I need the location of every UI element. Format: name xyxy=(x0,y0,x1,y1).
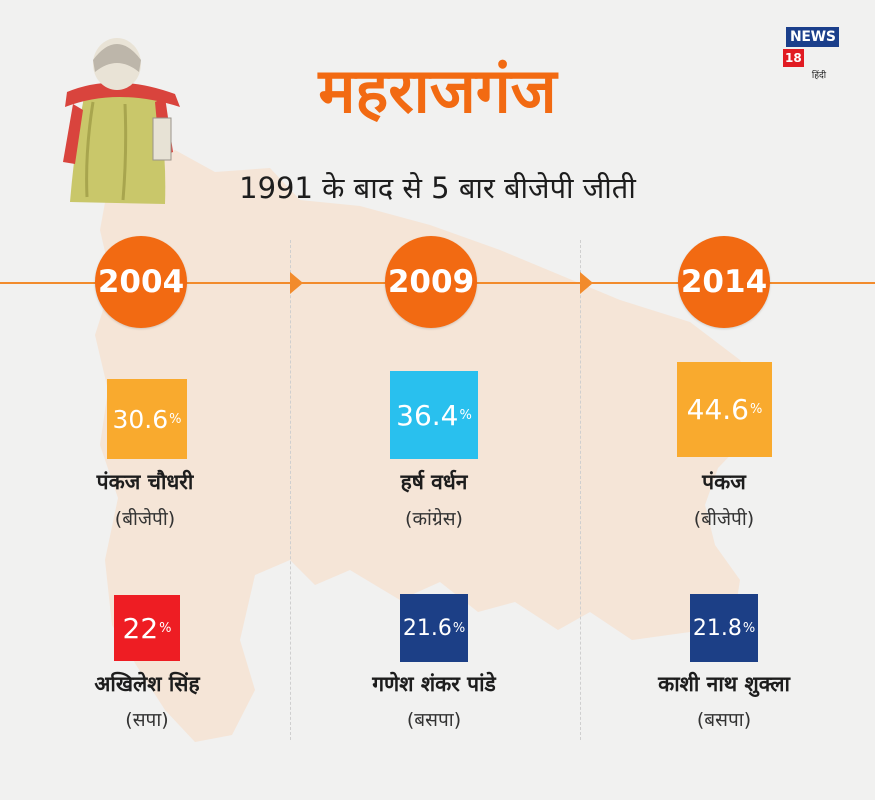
runner-up-party: (बसपा) xyxy=(696,709,752,731)
percent-sign: % xyxy=(159,620,172,636)
vote-share-box: 44.6% xyxy=(677,362,772,457)
runner-up-name: गणेश शंकर पांडे xyxy=(372,672,496,696)
vote-share-box: 21.8% xyxy=(690,594,758,662)
runner-up-party: (बसपा) xyxy=(406,709,462,731)
percent-sign: % xyxy=(452,620,466,636)
timeline-arrow-icon xyxy=(580,272,593,294)
vote-share-box: 30.6% xyxy=(107,379,187,459)
logo-subtitle: हिंदी xyxy=(811,71,827,81)
winner-name: पंकज चौधरी xyxy=(96,470,194,494)
year-badge-2004: 2004 xyxy=(95,236,187,328)
logo-number: 18 xyxy=(783,49,804,67)
year-badge-2009: 2009 xyxy=(385,236,477,328)
vote-share-value: 22 xyxy=(122,611,159,645)
subtitle: 1991 के बाद से 5 बार बीजेपी जीती xyxy=(239,171,636,205)
percent-sign: % xyxy=(742,620,756,636)
vote-share-value: 44.6 xyxy=(686,393,749,426)
runner-up-name: अखिलेश सिंह xyxy=(94,672,200,696)
column-divider xyxy=(290,240,291,740)
percent-sign: % xyxy=(459,407,472,423)
runner-up-party: (सपा) xyxy=(125,709,169,731)
vote-share-box: 22% xyxy=(114,595,180,661)
vote-share-box: 36.4% xyxy=(390,371,478,459)
vote-share-value: 36.4 xyxy=(396,398,459,432)
logo-brand: NEWS xyxy=(786,27,839,47)
winner-name: हर्ष वर्धन xyxy=(400,470,468,494)
runner-up-name: काशी नाथ शुक्ला xyxy=(658,672,790,696)
timeline-arrow-icon xyxy=(290,272,303,294)
news18-logo: NEWS 18 हिंदी xyxy=(783,26,852,81)
constituency-title: महराजगंज xyxy=(318,54,557,127)
year-badge-2014: 2014 xyxy=(678,236,770,328)
winner-name: पंकज xyxy=(702,470,746,494)
winner-party: (कांग्रेस) xyxy=(405,508,463,530)
winner-party: (बीजेपी) xyxy=(693,508,755,530)
vote-share-box: 21.6% xyxy=(400,594,468,662)
column-divider xyxy=(580,240,581,740)
vote-share-value: 21.8 xyxy=(692,615,742,641)
vote-share-value: 21.6 xyxy=(402,615,452,641)
percent-sign: % xyxy=(749,402,763,417)
winner-party: (बीजेपी) xyxy=(114,508,176,530)
politician-illustration xyxy=(63,38,180,204)
vote-share-value: 30.6 xyxy=(112,404,169,434)
percent-sign: % xyxy=(169,411,182,427)
